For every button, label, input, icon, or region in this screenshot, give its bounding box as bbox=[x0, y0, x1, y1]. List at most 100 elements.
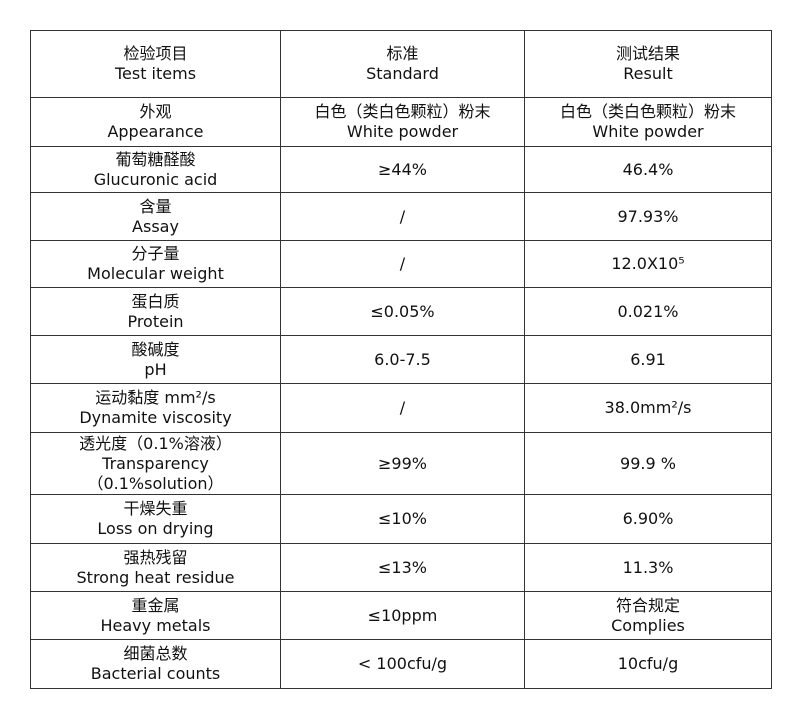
header-standard-cn: 标准 bbox=[386, 44, 419, 63]
standard-cell: ≤13% bbox=[280, 543, 525, 592]
result-cell: 11.3% bbox=[524, 543, 772, 592]
result-cell: 白色（类白色颗粒）粉末 White powder bbox=[524, 97, 772, 147]
result-text: 97.93% bbox=[617, 206, 679, 226]
item-text: 细菌总数 bbox=[123, 644, 188, 663]
standard-cell: / bbox=[280, 192, 525, 241]
item-text: Glucuronic acid bbox=[93, 169, 218, 189]
header-row: 检验项目 Test items 标准 Standard 测试结果 Result bbox=[30, 30, 772, 98]
table-row: 葡萄糖醛酸 Glucuronic acid ≥44% 46.4% bbox=[30, 146, 772, 193]
result-text: 38.0mm²/s bbox=[604, 398, 692, 417]
item-text: Transparency bbox=[102, 453, 209, 473]
standard-text: White powder bbox=[346, 122, 459, 141]
standard-cell: ≤10% bbox=[280, 494, 525, 544]
item-text: 外观 bbox=[139, 102, 172, 121]
item-text: 透光度（0.1%溶液） bbox=[79, 433, 232, 453]
result-text: 46.4% bbox=[622, 159, 674, 179]
standard-text: ≤0.05% bbox=[370, 301, 435, 321]
standard-cell: / bbox=[280, 383, 525, 433]
result-text: White powder bbox=[592, 122, 704, 141]
item-cell: 强热残留 Strong heat residue bbox=[30, 543, 281, 592]
standard-text: 6.0-7.5 bbox=[374, 349, 431, 369]
header-standard: 标准 Standard bbox=[280, 30, 525, 98]
test-results-table: 检验项目 Test items 标准 Standard 测试结果 Result … bbox=[30, 30, 772, 689]
standard-text: < 100cfu/g bbox=[357, 654, 448, 673]
standard-cell: ≥44% bbox=[280, 146, 525, 193]
item-text: Appearance bbox=[107, 122, 204, 141]
result-cell: 38.0mm²/s bbox=[524, 383, 772, 433]
standard-text: ≤10% bbox=[378, 509, 427, 528]
table-row: 含量 Assay / 97.93% bbox=[30, 192, 772, 241]
item-cell: 分子量 Molecular weight bbox=[30, 240, 281, 288]
standard-cell: 白色（类白色颗粒）粉末 White powder bbox=[280, 97, 525, 147]
table-row: 外观 Appearance 白色（类白色颗粒）粉末 White powder 白色（类白… bbox=[30, 97, 772, 147]
result-cell: 0.021% bbox=[524, 287, 772, 336]
standard-cell: ≥99% bbox=[280, 432, 525, 495]
item-cell: 含量 Assay bbox=[30, 192, 281, 241]
standard-text: ≥44% bbox=[378, 159, 427, 179]
table-row: 蛋白质 Protein ≤0.05% 0.021% bbox=[30, 287, 772, 336]
standard-cell: 6.0-7.5 bbox=[280, 335, 525, 384]
result-text: 符合规定 bbox=[615, 595, 680, 615]
standard-text: 白色（类白色颗粒）粉末 bbox=[314, 102, 491, 121]
item-text: 重金属 bbox=[131, 595, 180, 615]
item-text: 运动黏度 mm²/s bbox=[95, 388, 216, 407]
result-text: 10cfu/g bbox=[617, 654, 679, 673]
table-row: 透光度（0.1%溶液） Transparency （0.1%solution） ≥99… bbox=[30, 432, 772, 495]
result-cell: 46.4% bbox=[524, 146, 772, 193]
item-cell: 透光度（0.1%溶液） Transparency （0.1%solution） bbox=[30, 432, 281, 495]
result-text: 11.3% bbox=[622, 557, 674, 577]
header-result-cn: 测试结果 bbox=[615, 44, 680, 63]
standard-text: / bbox=[399, 254, 406, 273]
table-row: 干燥失重 Loss on drying ≤10% 6.90% bbox=[30, 494, 772, 544]
result-cell: 99.9 % bbox=[524, 432, 772, 495]
item-cell: 外观 Appearance bbox=[30, 97, 281, 147]
table-row: 强热残留 Strong heat residue ≤13% 11.3% bbox=[30, 543, 772, 592]
item-text: Bacterial counts bbox=[90, 664, 221, 683]
result-text: 白色（类白色颗粒）粉末 bbox=[559, 102, 736, 121]
standard-cell: ≤0.05% bbox=[280, 287, 525, 336]
item-text: （0.1%solution） bbox=[87, 473, 224, 493]
table-row: 分子量 Molecular weight / 12.0X10⁵ bbox=[30, 240, 772, 288]
result-cell: 6.90% bbox=[524, 494, 772, 544]
header-standard-en: Standard bbox=[366, 64, 439, 83]
item-text: 葡萄糖醛酸 bbox=[115, 149, 196, 169]
result-cell: 符合规定 Complies bbox=[524, 591, 772, 640]
result-cell: 97.93% bbox=[524, 192, 772, 241]
item-cell: 酸碱度 pH bbox=[30, 335, 281, 384]
item-cell: 干燥失重 Loss on drying bbox=[30, 494, 281, 544]
header-test-items-cn: 检验项目 bbox=[123, 44, 188, 63]
header-result: 测试结果 Result bbox=[524, 30, 772, 98]
table-row: 细菌总数 Bacterial counts < 100cfu/g 10cfu/g bbox=[30, 639, 772, 689]
item-cell: 重金属 Heavy metals bbox=[30, 591, 281, 640]
item-cell: 细菌总数 Bacterial counts bbox=[30, 639, 281, 689]
item-text: 干燥失重 bbox=[123, 499, 188, 518]
item-cell: 葡萄糖醛酸 Glucuronic acid bbox=[30, 146, 281, 193]
header-result-en: Result bbox=[623, 64, 673, 83]
result-text: 6.91 bbox=[630, 349, 666, 369]
item-text: 含量 bbox=[139, 196, 172, 216]
table-row: 运动黏度 mm²/s Dynamite viscosity / 38.0mm²/s bbox=[30, 383, 772, 433]
item-text: Loss on drying bbox=[97, 519, 214, 538]
standard-text: ≥99% bbox=[378, 453, 427, 473]
standard-text: / bbox=[399, 206, 406, 226]
item-text: Strong heat residue bbox=[76, 567, 235, 587]
item-text: Molecular weight bbox=[87, 264, 224, 283]
result-text: 99.9 % bbox=[620, 453, 676, 473]
standard-text: ≤13% bbox=[378, 557, 427, 577]
item-cell: 蛋白质 Protein bbox=[30, 287, 281, 336]
item-text: Heavy metals bbox=[100, 615, 211, 635]
standard-cell: < 100cfu/g bbox=[280, 639, 525, 689]
result-text: 6.90% bbox=[622, 509, 674, 528]
item-text: 蛋白质 bbox=[131, 291, 180, 311]
standard-cell: ≤10ppm bbox=[280, 591, 525, 640]
item-text: 酸碱度 bbox=[131, 339, 180, 359]
item-text: Protein bbox=[127, 311, 184, 331]
result-cell: 6.91 bbox=[524, 335, 772, 384]
result-text: 12.0X10⁵ bbox=[611, 254, 685, 273]
item-text: pH bbox=[144, 359, 167, 379]
header-test-items-en: Test items bbox=[114, 64, 197, 83]
item-text: Dynamite viscosity bbox=[79, 408, 232, 427]
header-test-items: 检验项目 Test items bbox=[30, 30, 281, 98]
item-text: 强热残留 bbox=[123, 547, 188, 567]
item-text: Assay bbox=[132, 216, 179, 236]
